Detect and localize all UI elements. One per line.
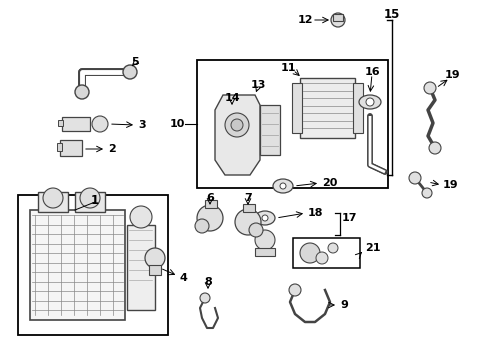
Circle shape <box>429 142 441 154</box>
Text: 17: 17 <box>342 213 358 223</box>
Bar <box>149 265 161 275</box>
Circle shape <box>123 65 137 79</box>
Circle shape <box>145 248 165 268</box>
Text: 11: 11 <box>280 63 296 73</box>
Circle shape <box>231 119 243 131</box>
Bar <box>293 238 360 268</box>
Text: 15: 15 <box>384 9 400 22</box>
Text: 16: 16 <box>364 67 380 77</box>
Text: 20: 20 <box>322 178 338 188</box>
Bar <box>18 195 168 335</box>
Circle shape <box>200 293 210 303</box>
Circle shape <box>255 230 275 250</box>
Bar <box>38 192 68 212</box>
Text: 19: 19 <box>444 70 460 80</box>
Bar <box>333 14 343 21</box>
Ellipse shape <box>359 95 381 109</box>
Circle shape <box>130 206 152 228</box>
Circle shape <box>249 223 263 237</box>
Ellipse shape <box>273 179 293 193</box>
Circle shape <box>225 113 249 137</box>
Bar <box>30 210 125 320</box>
Circle shape <box>92 116 108 132</box>
Circle shape <box>262 215 268 221</box>
Ellipse shape <box>255 211 275 225</box>
Bar <box>197 60 388 188</box>
Bar <box>57 143 62 151</box>
Circle shape <box>424 82 436 94</box>
Text: 3: 3 <box>138 120 146 130</box>
Bar <box>300 78 355 138</box>
Text: 5: 5 <box>131 57 139 67</box>
Circle shape <box>195 219 209 233</box>
Text: 14: 14 <box>224 93 240 103</box>
Circle shape <box>422 188 432 198</box>
Bar <box>58 120 63 126</box>
Circle shape <box>331 13 345 27</box>
Circle shape <box>197 205 223 231</box>
Text: 21: 21 <box>365 243 381 253</box>
Circle shape <box>300 243 320 263</box>
Circle shape <box>80 188 100 208</box>
Text: 10: 10 <box>170 119 185 129</box>
Bar <box>60 140 82 156</box>
Text: 4: 4 <box>179 273 187 283</box>
Text: 12: 12 <box>298 15 314 25</box>
Text: 1: 1 <box>91 194 99 207</box>
Bar <box>292 83 302 133</box>
Circle shape <box>289 284 301 296</box>
Bar <box>62 117 90 131</box>
Circle shape <box>75 85 89 99</box>
Circle shape <box>43 188 63 208</box>
Text: 2: 2 <box>108 144 116 154</box>
Text: 19: 19 <box>443 180 459 190</box>
Bar <box>353 83 363 133</box>
Text: 6: 6 <box>206 193 214 203</box>
Circle shape <box>328 243 338 253</box>
Circle shape <box>235 209 261 235</box>
Text: 7: 7 <box>244 193 252 203</box>
Bar <box>75 192 105 212</box>
Bar <box>260 105 280 155</box>
Circle shape <box>366 98 374 106</box>
Polygon shape <box>215 95 260 175</box>
Bar <box>255 248 275 256</box>
Text: 8: 8 <box>204 277 212 287</box>
Bar <box>127 225 155 310</box>
Circle shape <box>280 183 286 189</box>
Text: 18: 18 <box>308 208 323 218</box>
Circle shape <box>409 172 421 184</box>
Bar <box>243 204 255 212</box>
Text: 13: 13 <box>250 80 266 90</box>
Text: 9: 9 <box>340 300 348 310</box>
Bar <box>205 200 217 208</box>
Circle shape <box>316 252 328 264</box>
